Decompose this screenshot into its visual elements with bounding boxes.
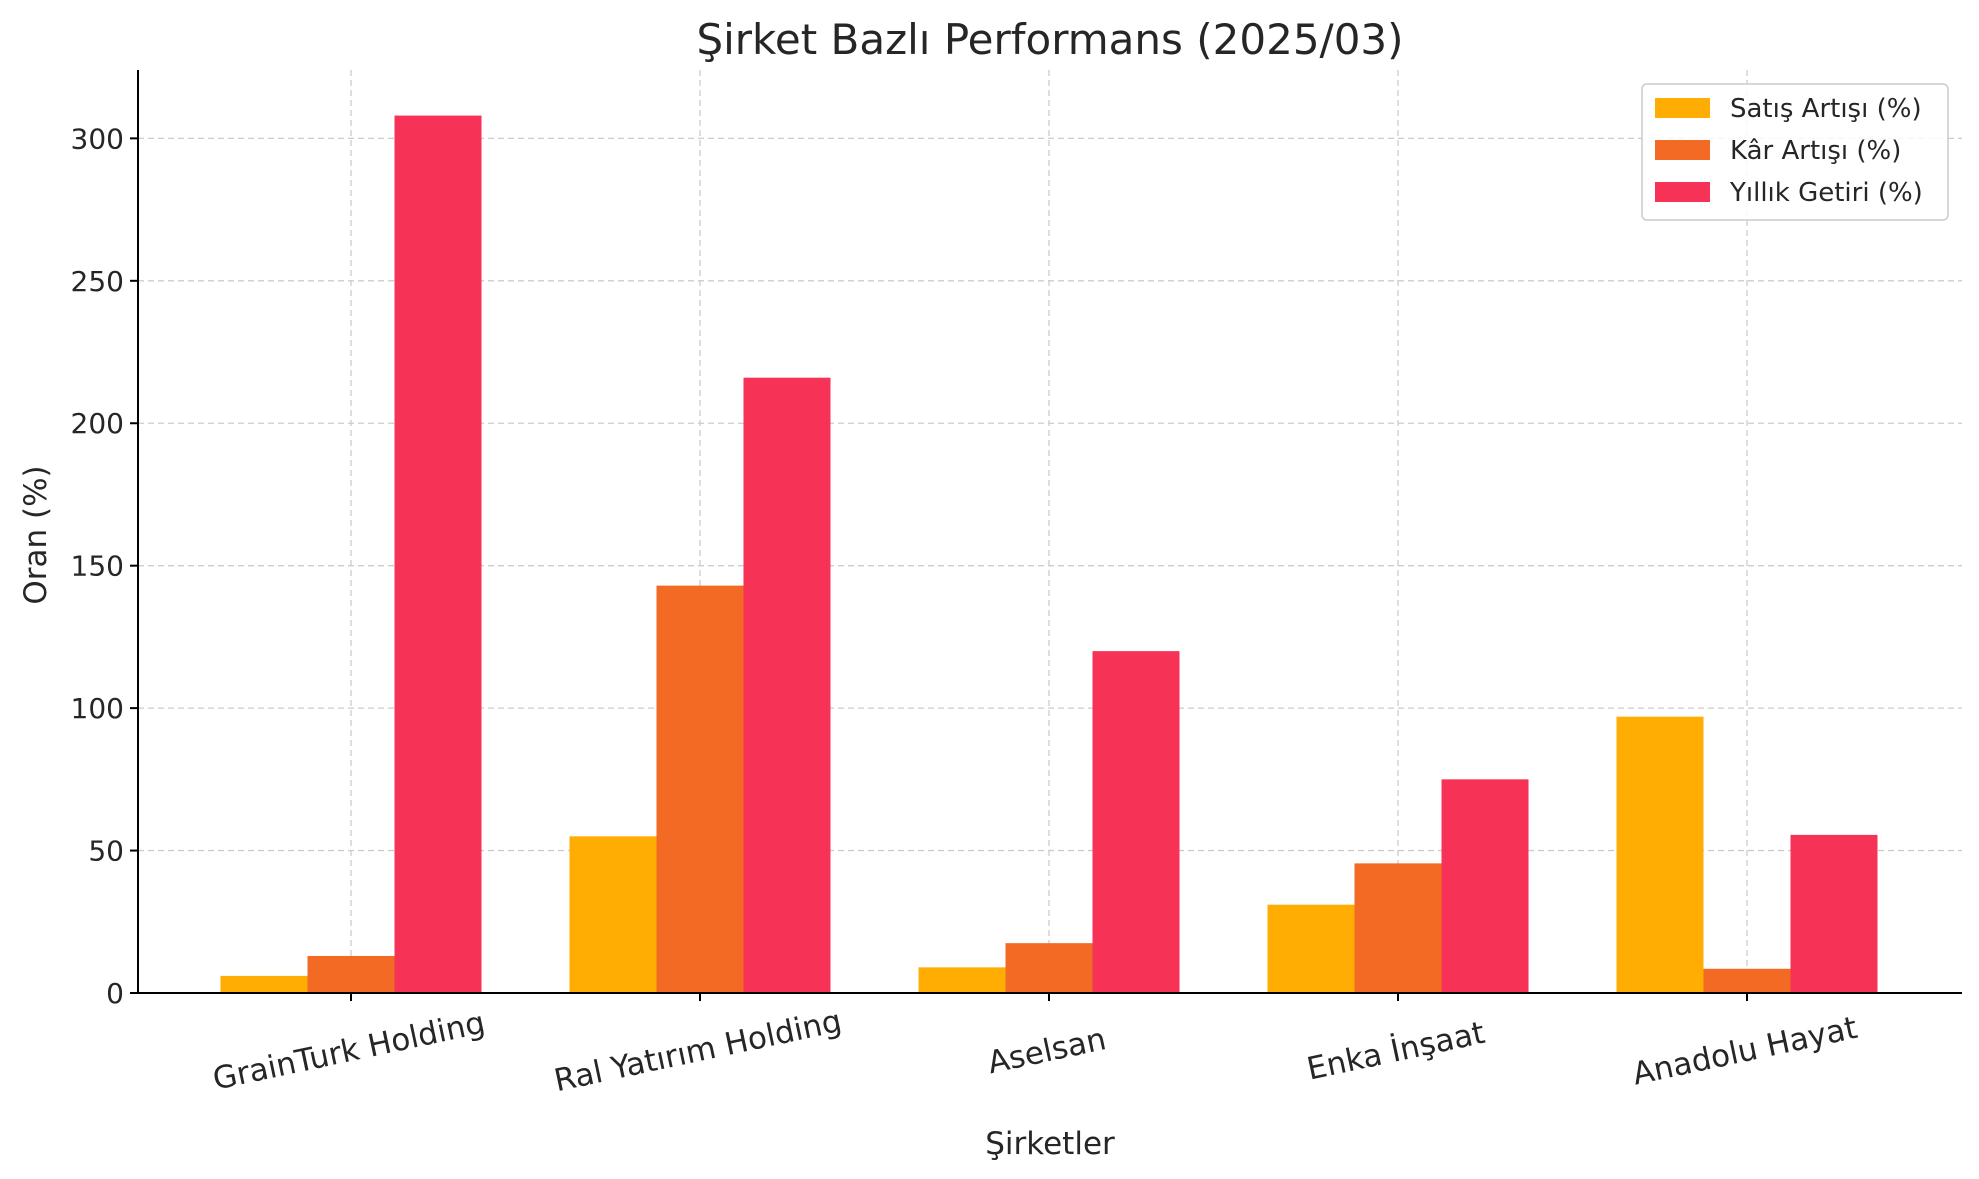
- bar: [1790, 834, 1878, 993]
- x-tick-label: GrainTurk Holding: [210, 1005, 488, 1098]
- legend-label: Yıllık Getiri (%): [1729, 178, 1923, 208]
- legend-swatch: [1655, 98, 1710, 118]
- bar: [743, 377, 831, 994]
- y-tick-label: 250: [71, 265, 124, 298]
- y-axis-ticks: 0 50 100 150 200 250 300: [71, 122, 138, 1010]
- bar: [220, 975, 308, 993]
- legend: Satış Artışı (%) Kâr Artışı (%) Yıllık Get…: [1641, 83, 1949, 221]
- y-axis-title: Oran (%): [18, 465, 54, 604]
- bars: [220, 115, 1878, 994]
- y-tick-label: 300: [71, 122, 124, 155]
- y-tick-label: 100: [71, 692, 124, 725]
- bar: [1092, 651, 1180, 993]
- y-tick-label: 150: [71, 550, 124, 583]
- x-axis-title: Şirketler: [985, 1126, 1115, 1162]
- bar: [1616, 716, 1704, 993]
- legend-label: Kâr Artışı (%): [1730, 136, 1901, 166]
- bar: [307, 955, 395, 993]
- bar: [1354, 863, 1442, 993]
- y-tick-label: 50: [88, 835, 124, 868]
- x-tick-label: Ral Yatırım Holding: [551, 1003, 845, 1099]
- bar: [569, 836, 657, 993]
- y-tick-label: 0: [106, 977, 124, 1010]
- y-tick-label: 200: [71, 407, 124, 440]
- bar: [918, 967, 1006, 993]
- x-tick-label: Aselsan: [985, 1021, 1110, 1081]
- bar: [1703, 968, 1791, 993]
- legend-swatch: [1655, 182, 1710, 202]
- bar: [1267, 904, 1355, 993]
- bar: [1005, 943, 1093, 993]
- bar: [656, 585, 744, 993]
- legend-label: Satış Artışı (%): [1730, 94, 1922, 124]
- bar: [1441, 779, 1529, 993]
- bar: [394, 115, 482, 993]
- x-tick-label: Anadolu Hayat: [1629, 1010, 1860, 1093]
- chart-title: Şirket Bazlı Performans (2025/03): [696, 15, 1403, 64]
- legend-frame: [1641, 83, 1949, 221]
- x-axis-ticks: GrainTurk Holding Ral Yatırım Holding Asel…: [210, 993, 1860, 1099]
- x-tick-label: Enka İnşaat: [1304, 1015, 1488, 1088]
- legend-swatch: [1655, 140, 1710, 160]
